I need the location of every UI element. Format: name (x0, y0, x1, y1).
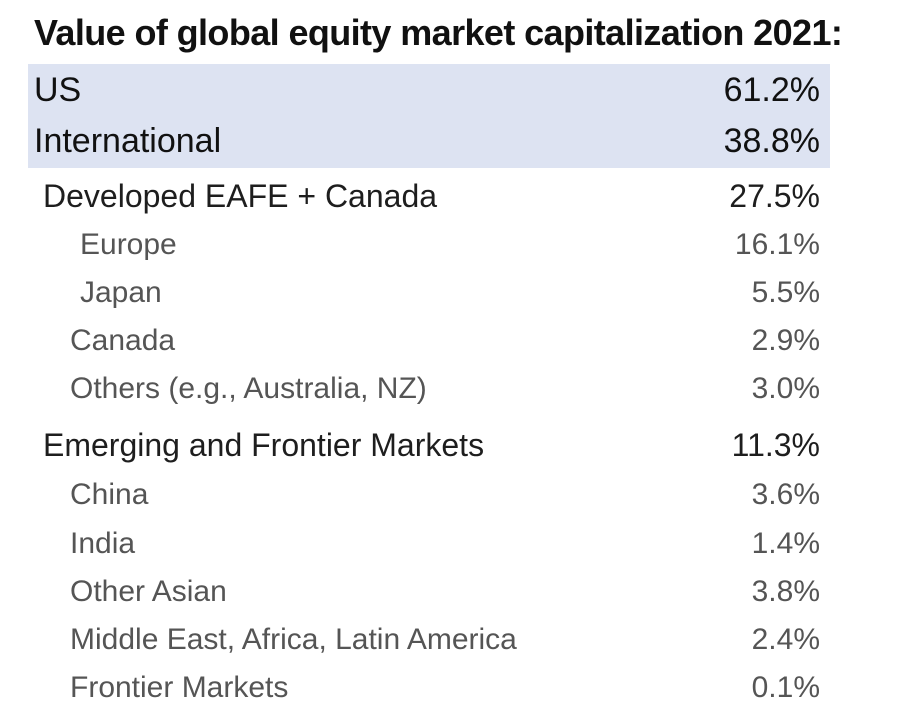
row-value: 2.9% (751, 324, 820, 357)
row-label: India (70, 527, 136, 560)
table-row-china: China 3.6% (0, 471, 900, 519)
row-label: Frontier Markets (70, 671, 289, 704)
row-label: Europe (80, 228, 177, 261)
table-title: Value of global equity market capitaliza… (34, 12, 843, 53)
row-value: 16.1% (734, 228, 820, 261)
row-value: 1.4% (751, 527, 820, 560)
table-row-canada: Canada 2.9% (0, 317, 900, 365)
row-label: Others (e.g., Australia, NZ) (70, 372, 427, 405)
row-value: 5.5% (751, 276, 820, 309)
table-row-india: India 1.4% (0, 520, 900, 568)
table-row-international: International 38.8% (0, 117, 900, 165)
highlight-band (28, 64, 830, 168)
table-row-others: Others (e.g., Australia, NZ) 3.0% (0, 365, 900, 413)
row-label: Japan (80, 276, 162, 309)
table-row-europe: Europe 16.1% (0, 221, 900, 269)
row-value: 3.6% (751, 478, 820, 511)
row-value: 0.1% (751, 671, 820, 704)
table-row-meala: Middle East, Africa, Latin America 2.4% (0, 616, 900, 664)
table-row-developed: Developed EAFE + Canada 27.5% (0, 172, 900, 220)
row-label: Other Asian (70, 575, 227, 608)
row-label: Emerging and Frontier Markets (43, 427, 485, 463)
row-label: Developed EAFE + Canada (43, 178, 438, 214)
row-value: 61.2% (723, 71, 820, 109)
row-value: 11.3% (731, 427, 820, 463)
row-label: International (34, 122, 222, 160)
table-row-emerging: Emerging and Frontier Markets 11.3% (0, 421, 900, 469)
row-label: China (70, 478, 149, 511)
table-row-other-asian: Other Asian 3.8% (0, 568, 900, 616)
row-value: 38.8% (723, 122, 820, 160)
table-row-us: US 61.2% (0, 66, 900, 114)
row-value: 27.5% (729, 178, 820, 214)
row-value: 2.4% (751, 623, 820, 656)
table-row-frontier: Frontier Markets 0.1% (0, 664, 900, 712)
table-row-japan: Japan 5.5% (0, 269, 900, 317)
row-value: 3.8% (751, 575, 820, 608)
row-label: Canada (70, 324, 176, 357)
row-label: Middle East, Africa, Latin America (70, 623, 517, 656)
row-label: US (34, 71, 82, 109)
row-value: 3.0% (751, 372, 820, 405)
